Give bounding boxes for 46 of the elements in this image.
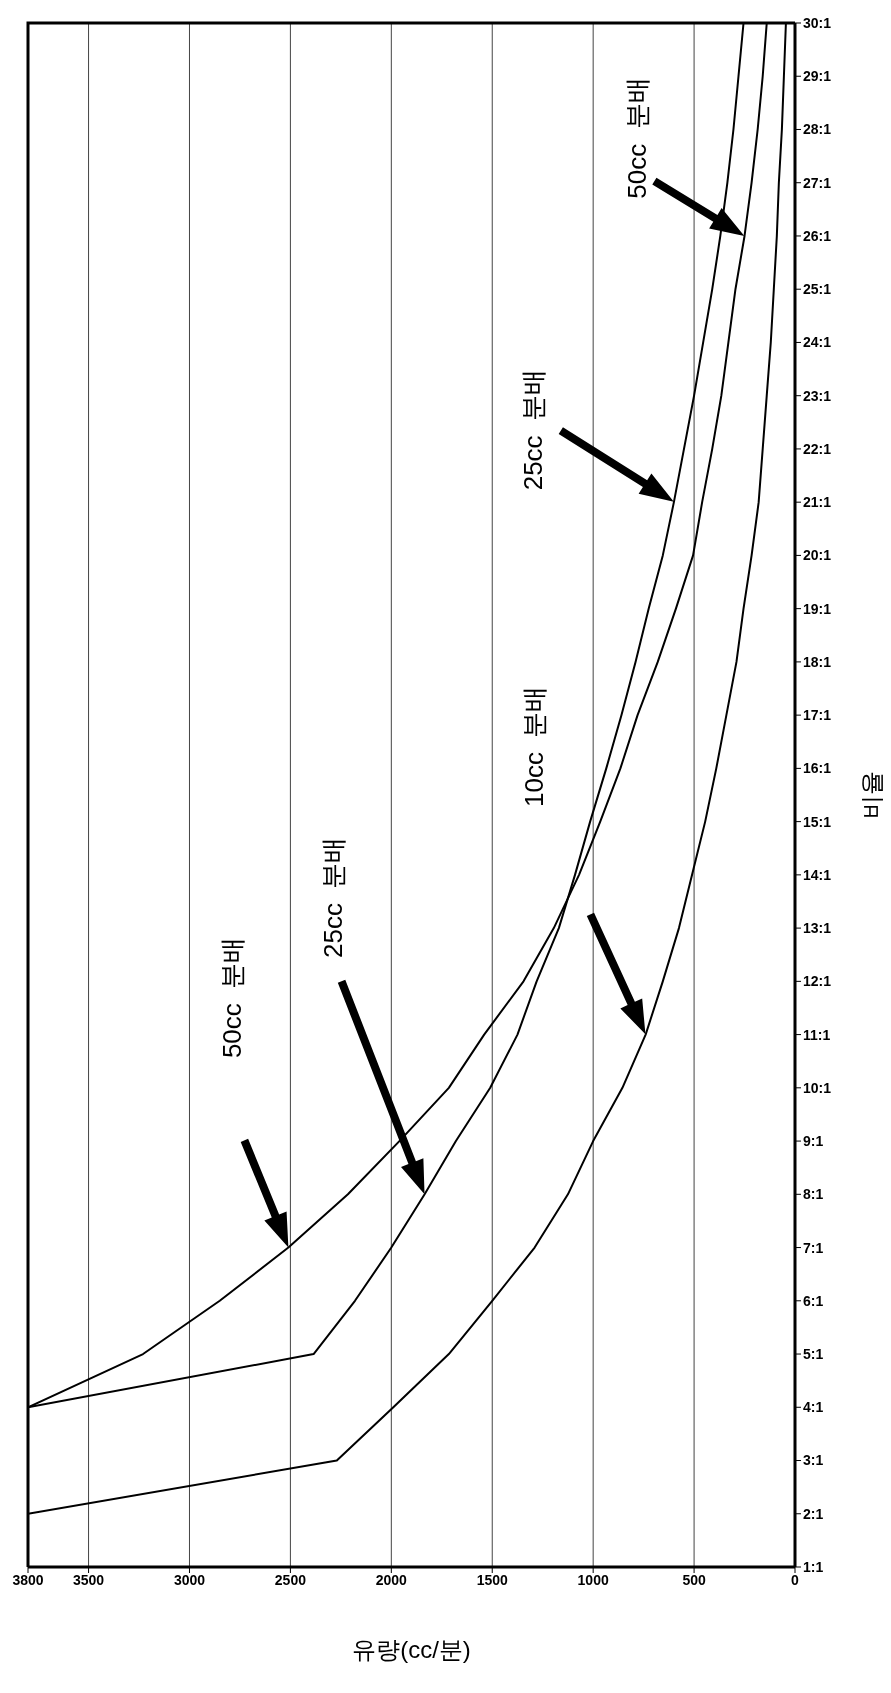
y-tick-label: 17:1 — [803, 707, 832, 724]
x-tick-label: 2500 — [274, 1571, 307, 1588]
annotation: 10cc 분배 — [519, 685, 550, 808]
y-tick-label: 24:1 — [803, 334, 832, 351]
y-tick-label: 8:1 — [803, 1186, 824, 1203]
y-tick-label: 27:1 — [803, 174, 832, 191]
y-tick-label: 11:1 — [803, 1026, 831, 1043]
y-tick-label: 14:1 — [803, 866, 832, 883]
annotation: 50cc 분배 — [217, 936, 248, 1059]
x-tick-label: 1500 — [476, 1571, 509, 1588]
y-tick-label: 10:1 — [803, 1079, 832, 1096]
annotation: 50cc 분배 — [622, 77, 653, 199]
y-tick-label: 15:1 — [803, 813, 832, 830]
y-tick-label: 30:1 — [803, 14, 832, 31]
y-tick-label: 16:1 — [803, 760, 832, 777]
x-tick-label: 0 — [791, 1571, 800, 1588]
y-tick-label: 1:1 — [803, 1558, 824, 1575]
x-tick-label: 500 — [682, 1571, 706, 1588]
y-tick-label: 26:1 — [803, 227, 832, 244]
annotation: 25cc 분배 — [317, 836, 348, 958]
y-tick-label: 18:1 — [803, 653, 832, 670]
y-tick-label: 20:1 — [803, 547, 832, 564]
y-tick-label: 13:1 — [803, 920, 832, 937]
x-tick-label: 3500 — [72, 1571, 105, 1588]
y-tick-label: 23:1 — [803, 387, 832, 404]
x-tick-label: 3800 — [12, 1571, 44, 1588]
y-axis-title: 비율 — [857, 771, 885, 819]
x-tick-label: 2000 — [375, 1571, 408, 1588]
x-tick-label: 1000 — [577, 1571, 609, 1588]
y-tick-label: 5:1 — [803, 1346, 824, 1362]
y-tick-label: 9:1 — [803, 1133, 824, 1150]
y-tick-label: 2:1 — [803, 1505, 824, 1522]
y-tick-label: 29:1 — [803, 68, 832, 85]
x-axis-title: 유량(cc/분) — [352, 1636, 471, 1663]
annotation: 25cc 분배 — [517, 368, 548, 491]
y-tick-label: 21:1 — [803, 494, 832, 511]
x-tick-label: 3000 — [173, 1571, 206, 1588]
y-tick-label: 19:1 — [803, 600, 832, 617]
y-tick-label: 4:1 — [803, 1399, 824, 1416]
y-tick-label: 22:1 — [803, 440, 832, 457]
y-tick-label: 6:1 — [803, 1292, 824, 1309]
y-tick-label: 7:1 — [803, 1239, 824, 1256]
y-tick-label: 12:1 — [803, 973, 832, 990]
y-tick-label: 3:1 — [803, 1452, 824, 1469]
y-tick-label: 28:1 — [803, 121, 832, 138]
y-tick-label: 25:1 — [803, 281, 832, 298]
